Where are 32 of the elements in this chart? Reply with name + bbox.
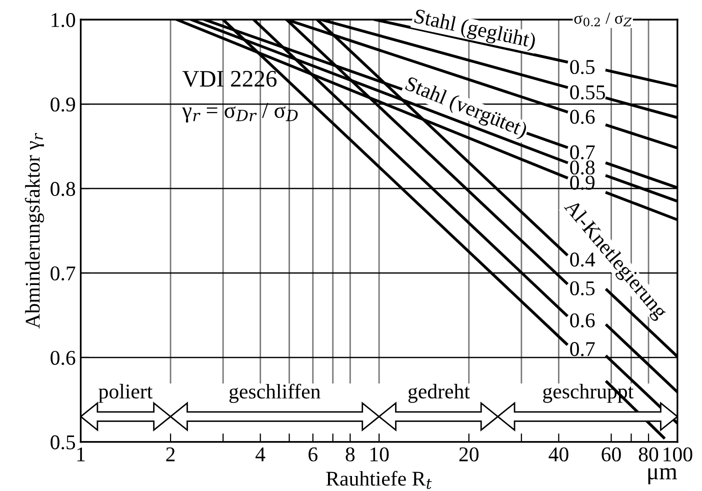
- annotation: geschliffen: [229, 384, 320, 403]
- text: μm: [648, 468, 678, 484]
- series-label: 0.6: [570, 110, 595, 124]
- series-label: 0.8: [570, 160, 595, 175]
- x-tick-label: 8: [346, 447, 355, 462]
- y-tick-label: 0.7: [50, 266, 76, 281]
- x-tick-label: 6: [308, 447, 318, 462]
- annotation: σ$_{0.2}$ / σ$_{Z}$: [574, 12, 632, 26]
- y-tick-label: 1.0: [52, 13, 76, 28]
- annotation: poliert: [98, 384, 153, 403]
- series-label: 0.55: [570, 85, 605, 100]
- series-label: 0.7: [570, 342, 595, 356]
- series-label: 0.7: [570, 145, 595, 160]
- x-tick-label: 20: [459, 447, 479, 462]
- y-tick-label: 0.8: [50, 182, 76, 196]
- x-tick-label: 100: [664, 447, 692, 462]
- y-tick-label: 0.9: [50, 97, 76, 112]
- y-axis-title: Abminderungsfaktor γ$_{r}$: [24, 132, 44, 328]
- y-tick-label: 0.5: [50, 435, 76, 450]
- series-label: 0.5: [570, 60, 595, 74]
- x-tick-label: 10: [370, 447, 389, 462]
- annotation: Stahl (geglüht): [413, 8, 536, 52]
- y-tick-label: 0.6: [50, 350, 76, 365]
- x-tick-label: 1: [77, 447, 85, 462]
- x-tick-label: 4: [256, 448, 266, 462]
- annotation: VDI 2226: [182, 70, 277, 87]
- x-tick-label: 2: [166, 447, 175, 462]
- x-tick-label: 40: [548, 447, 568, 462]
- annotation: gedreht: [408, 384, 470, 403]
- x-tick-label: 80: [638, 447, 658, 462]
- x-tick-label: 60: [602, 447, 621, 462]
- x-axis-title: Rauhtiefe R$_{t}$: [326, 470, 432, 489]
